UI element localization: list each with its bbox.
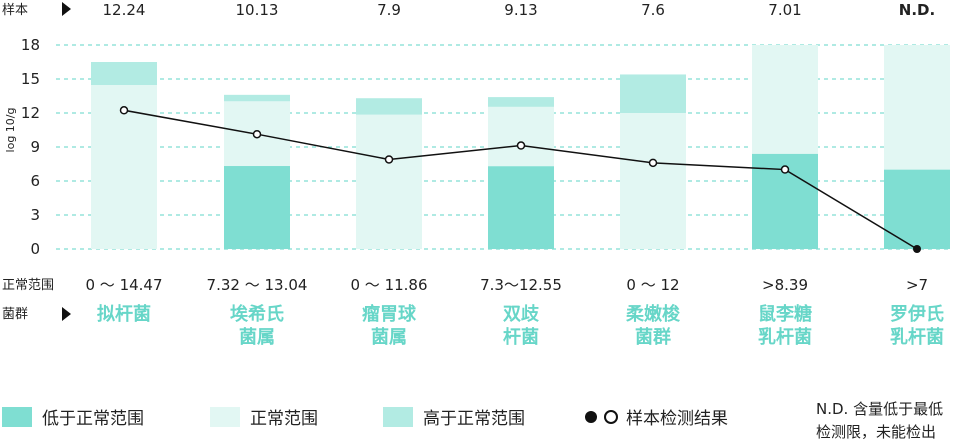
y-tick-label: 18: [21, 36, 40, 54]
legend-swatch-high: [383, 406, 413, 427]
nd-note-line1: N.D. 含量低于最低: [816, 400, 944, 418]
bar-low: [884, 169, 950, 249]
normal-range-label: 0 ～ 12: [626, 276, 679, 294]
category-name-label: 罗伊氏: [890, 303, 944, 325]
bar-low: [488, 166, 554, 249]
bar-high: [224, 94, 290, 102]
pointer-triangle-icon: [62, 307, 71, 321]
bar-normal: [356, 98, 422, 250]
sample-row-label: 样本: [2, 3, 28, 18]
category-name-label: 拟杆菌: [97, 303, 151, 325]
nd-note-line2: 检测限，未能检出: [816, 423, 937, 441]
sample-value-label: N.D.: [899, 1, 935, 19]
bar-high: [488, 97, 554, 107]
nd-note: N.D. 含量低于最低 检测限，未能检出: [816, 398, 943, 444]
sample-point: [252, 129, 262, 139]
y-tick-label: 3: [30, 206, 40, 224]
normal-range-label: 0 ～ 11.86: [350, 276, 427, 294]
legend-label-low: 低于正常范围: [42, 409, 144, 429]
sample-value-label: 7.6: [641, 1, 665, 19]
y-tick-label: 6: [30, 172, 40, 190]
filled-dot-icon: [585, 410, 597, 423]
category-name-label: 菌群: [635, 326, 671, 348]
sample-point-nd: [913, 245, 921, 253]
sample-point: [516, 141, 526, 150]
legend: 低于正常范围 正常范围 高于正常范围 样本检测结果 N.D. 含量低于最低 检测…: [0, 398, 959, 443]
legend-swatch-low: [2, 406, 32, 427]
y-tick-label: 9: [30, 138, 40, 156]
legend-label-sample: 样本检测结果: [626, 409, 728, 429]
legend-swatch-normal: [210, 406, 240, 427]
category-name-label: 乳杆菌: [890, 326, 944, 348]
bar-high: [620, 74, 686, 113]
sample-value-label: 7.9: [377, 1, 401, 19]
sample-point: [780, 165, 790, 174]
open-dot-icon: [604, 409, 618, 424]
sample-value-label: 9.13: [504, 1, 537, 19]
sample-point: [384, 155, 394, 164]
pointer-triangle-icon: [62, 2, 71, 16]
category-name-label: 杆菌: [503, 326, 539, 348]
category-name-label: 埃希氏: [230, 303, 284, 325]
normal-range-label: >7: [906, 276, 928, 294]
y-axis-label: log 10/g: [4, 108, 17, 153]
category-name-label: 柔嫩梭: [626, 303, 681, 325]
legend-label-normal: 正常范围: [250, 409, 318, 429]
category-name-label: 瘤胃球: [362, 303, 417, 325]
category-name-label: 菌属: [371, 327, 407, 348]
normal-range-label: 7.32 ～ 13.04: [207, 276, 308, 294]
legend-label-high: 高于正常范围: [423, 409, 525, 429]
y-tick-label: 12: [21, 104, 40, 122]
y-tick-label: 0: [30, 240, 40, 258]
legend-item-sample: 样本检测结果: [585, 404, 728, 429]
sample-point: [119, 106, 129, 115]
legend-item-high: 高于正常范围: [383, 404, 525, 429]
sample-point: [648, 158, 658, 168]
category-name-label: 鼠李糖: [758, 303, 812, 325]
category-name-label: 菌属: [239, 327, 275, 348]
bar-high: [91, 62, 157, 86]
category-name-label: 双歧: [503, 303, 540, 325]
normal-range-label: >8.39: [762, 276, 808, 294]
legend-sample-markers: [585, 409, 618, 424]
legend-item-low: 低于正常范围: [2, 404, 144, 429]
bar-normal: [91, 62, 157, 249]
normal-range-label: 7.3～12.55: [480, 276, 562, 294]
sample-value-label: 12.24: [103, 1, 146, 19]
bar-low: [224, 166, 290, 249]
y-tick-label: 15: [21, 70, 40, 88]
category-name-label: 乳杆菌: [758, 326, 812, 348]
legend-item-normal: 正常范围: [210, 404, 318, 429]
bar-high: [356, 98, 422, 115]
range-row-label: 正常范围: [2, 278, 54, 293]
sample-value-label: 10.13: [236, 1, 279, 19]
normal-range-label: 0 ～ 14.47: [85, 276, 162, 294]
category-row-label: 菌群: [2, 307, 28, 322]
sample-value-label: 7.01: [768, 1, 801, 19]
